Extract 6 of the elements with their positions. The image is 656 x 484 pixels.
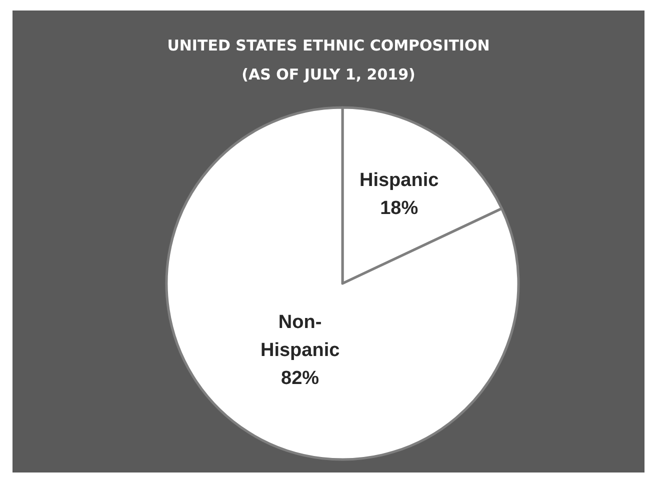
- chart-subtitle: (AS OF JULY 1, 2019): [242, 66, 416, 84]
- data-label: 18%: [380, 198, 418, 219]
- data-label: 82%: [281, 368, 320, 389]
- slice-label: Hispanic: [359, 170, 440, 191]
- slice-label: Non-Hispanic: [260, 312, 340, 361]
- chart-title: UNITED STATES ETHNIC COMPOSITION: [167, 36, 490, 54]
